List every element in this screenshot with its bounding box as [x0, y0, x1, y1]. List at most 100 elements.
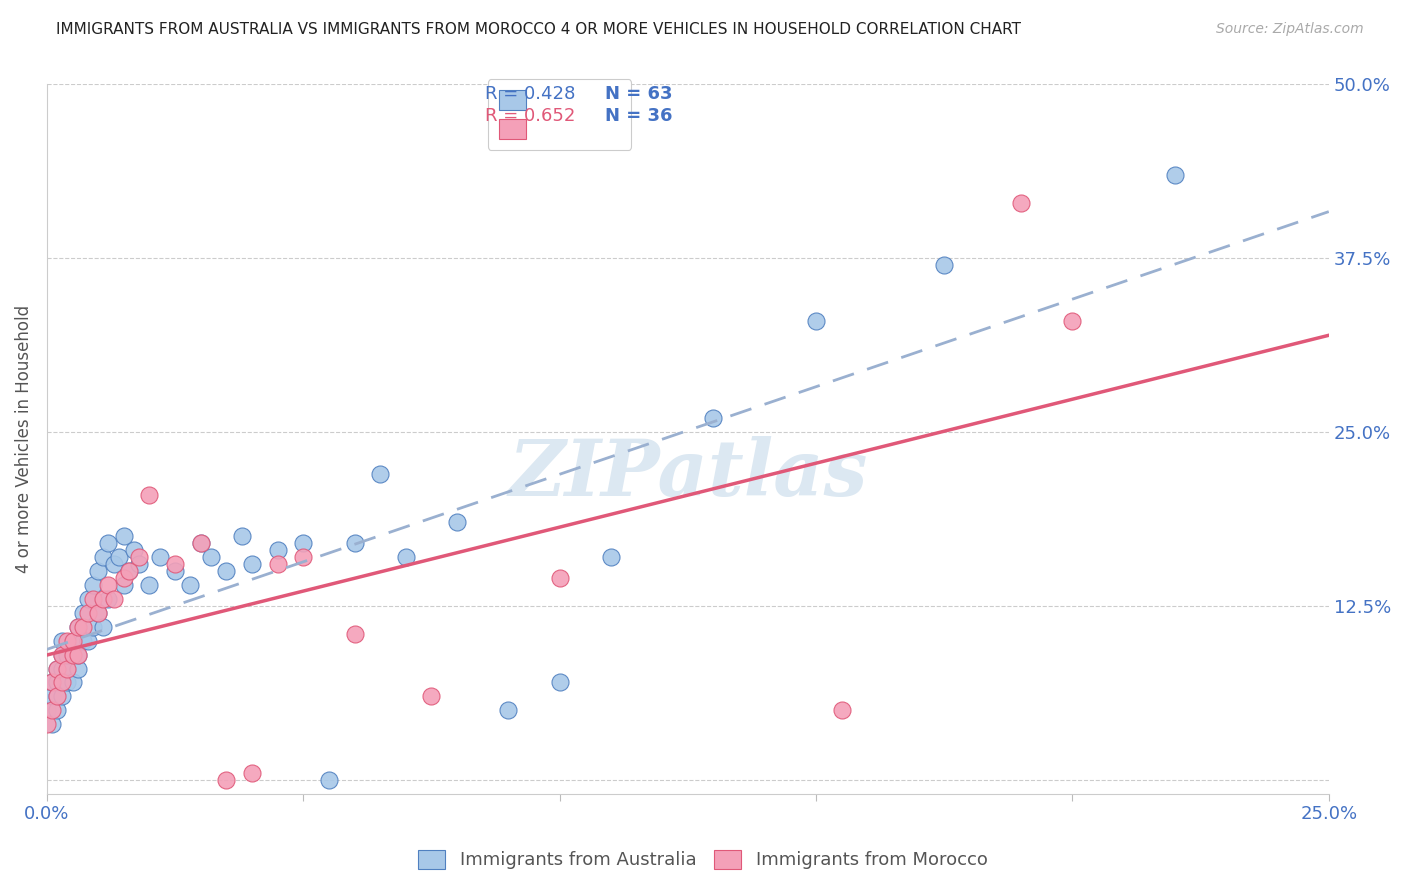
Text: R = 0.428: R = 0.428	[485, 85, 575, 103]
Point	[77, 592, 100, 607]
Point	[46, 661, 69, 675]
Point	[103, 592, 125, 607]
Point	[87, 564, 110, 578]
Point	[66, 661, 89, 675]
Point	[51, 648, 73, 662]
Text: N = 36: N = 36	[605, 107, 672, 125]
Legend: Immigrants from Australia, Immigrants from Morocco: Immigrants from Australia, Immigrants fr…	[409, 840, 997, 879]
Point	[56, 633, 79, 648]
Point	[66, 648, 89, 662]
Point	[1164, 168, 1187, 182]
Point	[66, 648, 89, 662]
Point	[56, 648, 79, 662]
Point	[41, 675, 63, 690]
Legend:               ,               : ,	[488, 79, 631, 150]
Point	[51, 675, 73, 690]
Point	[51, 633, 73, 648]
Point	[190, 536, 212, 550]
Point	[46, 661, 69, 675]
Point	[266, 543, 288, 558]
Y-axis label: 4 or more Vehicles in Household: 4 or more Vehicles in Household	[15, 305, 32, 574]
Point	[46, 675, 69, 690]
Point	[118, 564, 141, 578]
Point	[200, 550, 222, 565]
Point	[343, 536, 366, 550]
Point	[107, 550, 129, 565]
Point	[318, 772, 340, 787]
Point	[395, 550, 418, 565]
Point	[62, 648, 84, 662]
Point	[41, 675, 63, 690]
Point	[215, 564, 238, 578]
Point	[165, 564, 187, 578]
Point	[165, 558, 187, 572]
Point	[1062, 314, 1084, 328]
Point	[548, 571, 571, 585]
Point	[87, 606, 110, 620]
Point	[138, 578, 160, 592]
Point	[128, 550, 150, 565]
Point	[934, 258, 956, 272]
Point	[91, 550, 114, 565]
Point	[35, 703, 58, 717]
Point	[97, 592, 120, 607]
Point	[82, 620, 104, 634]
Point	[240, 558, 263, 572]
Point	[51, 661, 73, 675]
Point	[87, 606, 110, 620]
Text: ZIPatlas: ZIPatlas	[508, 436, 868, 513]
Point	[702, 411, 724, 425]
Point	[62, 633, 84, 648]
Point	[804, 314, 827, 328]
Point	[112, 571, 135, 585]
Point	[51, 690, 73, 704]
Point	[56, 675, 79, 690]
Point	[600, 550, 623, 565]
Point	[498, 703, 520, 717]
Point	[179, 578, 201, 592]
Point	[72, 606, 94, 620]
Text: R = 0.652: R = 0.652	[485, 107, 575, 125]
Point	[82, 592, 104, 607]
Point	[548, 675, 571, 690]
Point	[41, 703, 63, 717]
Point	[112, 578, 135, 592]
Point	[292, 550, 315, 565]
Point	[41, 717, 63, 731]
Point	[51, 648, 73, 662]
Point	[97, 578, 120, 592]
Point	[446, 516, 468, 530]
Point	[215, 772, 238, 787]
Point	[97, 536, 120, 550]
Point	[62, 675, 84, 690]
Point	[77, 633, 100, 648]
Point	[66, 620, 89, 634]
Point	[62, 633, 84, 648]
Point	[122, 543, 145, 558]
Point	[46, 703, 69, 717]
Point	[112, 529, 135, 543]
Point	[118, 564, 141, 578]
Point	[46, 690, 69, 704]
Text: Source: ZipAtlas.com: Source: ZipAtlas.com	[1216, 22, 1364, 37]
Text: N = 63: N = 63	[605, 85, 672, 103]
Point	[138, 488, 160, 502]
Point	[72, 633, 94, 648]
Point	[91, 592, 114, 607]
Point	[41, 690, 63, 704]
Point	[190, 536, 212, 550]
Point	[72, 620, 94, 634]
Point	[56, 661, 79, 675]
Point	[62, 648, 84, 662]
Point	[231, 529, 253, 543]
Point	[46, 690, 69, 704]
Point	[292, 536, 315, 550]
Point	[831, 703, 853, 717]
Point	[128, 558, 150, 572]
Point	[35, 717, 58, 731]
Point	[1010, 195, 1032, 210]
Point	[103, 558, 125, 572]
Point	[368, 467, 391, 481]
Point	[420, 690, 443, 704]
Point	[82, 578, 104, 592]
